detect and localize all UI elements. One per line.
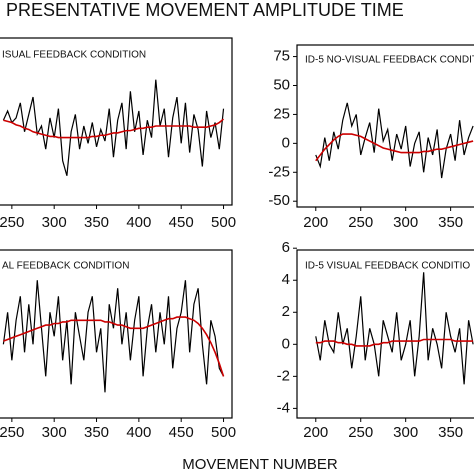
data-line	[315, 272, 474, 385]
y-tick-label: 75	[273, 48, 290, 65]
y-tick-label: -4	[277, 399, 290, 416]
y-tick-label: 0	[282, 134, 290, 151]
y-tick-label: 6	[282, 239, 290, 256]
y-tick-label: 2	[282, 303, 290, 320]
x-tick-label: 300	[42, 424, 67, 441]
panel-frame	[0, 249, 233, 419]
figure-title: PRESENTATIVE MOVEMENT AMPLITUDE TIME	[6, 0, 404, 20]
x-tick-label: 500	[211, 214, 236, 231]
x-tick-label: 200	[303, 214, 328, 231]
panel-label: AL FEEDBACK CONDITION	[2, 261, 129, 272]
x-axis-label: MOVEMENT NUMBER	[182, 456, 338, 473]
x-tick-label: 400	[126, 214, 151, 231]
x-tick-label: 450	[169, 424, 194, 441]
x-tick-label: 400	[126, 424, 151, 441]
panel-frame	[296, 44, 474, 208]
fit-line	[315, 338, 474, 347]
y-tick-label: 4	[282, 271, 290, 288]
x-tick-label: 350	[438, 214, 463, 231]
data-line	[2, 79, 225, 176]
x-tick-label: 250	[0, 424, 24, 441]
panel-label: ID-5 VISUAL FEEDBACK CONDITIO	[305, 261, 470, 272]
y-tick-label: 25	[273, 105, 290, 122]
x-tick-label: 450	[169, 214, 194, 231]
panel-frame	[296, 249, 474, 419]
x-tick-label: 200	[303, 424, 328, 441]
data-line	[315, 102, 474, 179]
x-tick-label: 250	[348, 424, 373, 441]
x-tick-label: 350	[438, 424, 463, 441]
y-tick-label: -2	[277, 367, 290, 384]
fit-line	[315, 133, 474, 162]
fit-line	[3, 316, 225, 377]
x-tick-label: 250	[348, 214, 373, 231]
panel-frame	[0, 37, 233, 206]
panel-label: ID-5 NO-VISUAL FEEDBACK CONDITION	[305, 55, 474, 66]
panel-label: ISUAL FEEDBACK CONDITION	[2, 50, 146, 61]
x-tick-label: 300	[42, 214, 67, 231]
x-tick-label: 300	[393, 424, 418, 441]
y-tick-label: -25	[268, 163, 290, 180]
fit-line	[3, 118, 225, 139]
x-tick-label: 250	[0, 214, 24, 231]
y-tick-label: 0	[282, 335, 290, 352]
y-tick-label: 50	[273, 76, 290, 93]
y-tick-label: -50	[268, 192, 290, 209]
x-tick-label: 500	[211, 424, 236, 441]
x-tick-label: 350	[84, 424, 109, 441]
x-tick-label: 350	[84, 214, 109, 231]
data-line	[2, 280, 225, 393]
x-tick-label: 300	[393, 214, 418, 231]
